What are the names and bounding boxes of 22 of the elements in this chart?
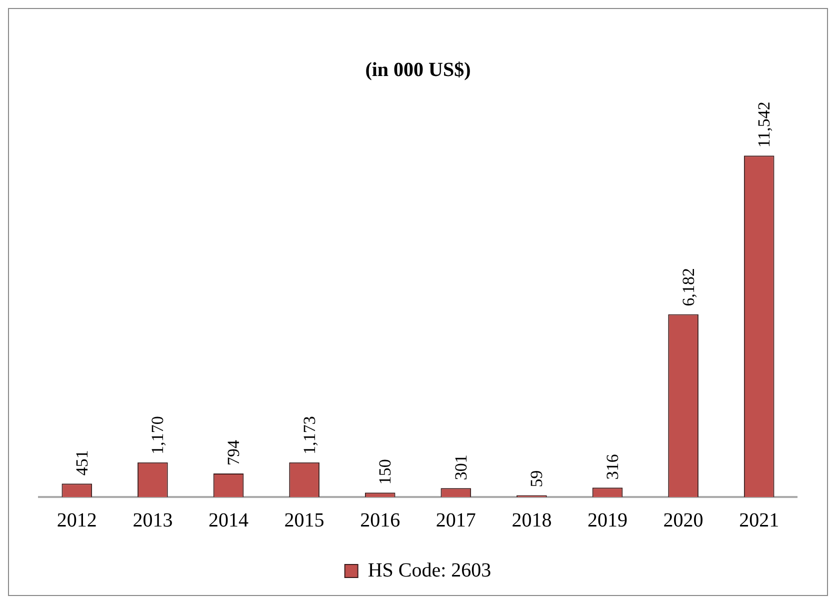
- data-label: 11,542: [754, 102, 774, 148]
- x-tick-label: 2018: [512, 509, 552, 532]
- data-label: 150: [376, 459, 395, 485]
- x-tick-label: 2014: [208, 509, 248, 532]
- x-tick-label: 2019: [588, 509, 628, 532]
- data-label: 6,182: [678, 268, 698, 306]
- data-label: 301: [451, 454, 470, 480]
- data-label: 316: [602, 454, 622, 480]
- x-tick-label: 2015: [284, 509, 324, 532]
- data-label: 1,170: [148, 416, 168, 454]
- x-tick-label: 2013: [132, 509, 173, 532]
- x-tick-label: 2012: [56, 509, 97, 532]
- x-tick-label: 2017: [436, 509, 476, 532]
- data-label: 1,173: [300, 416, 319, 454]
- x-tick-label: 2016: [360, 509, 400, 532]
- data-label: 794: [224, 440, 243, 466]
- x-tick-label: 2021: [739, 509, 780, 532]
- x-tick-label: 2020: [663, 509, 704, 532]
- data-label: 451: [72, 450, 92, 476]
- chart-title: (in 000 US$): [365, 59, 471, 82]
- legend-label: HS Code: 2603: [368, 559, 492, 582]
- data-label: 59: [527, 470, 546, 488]
